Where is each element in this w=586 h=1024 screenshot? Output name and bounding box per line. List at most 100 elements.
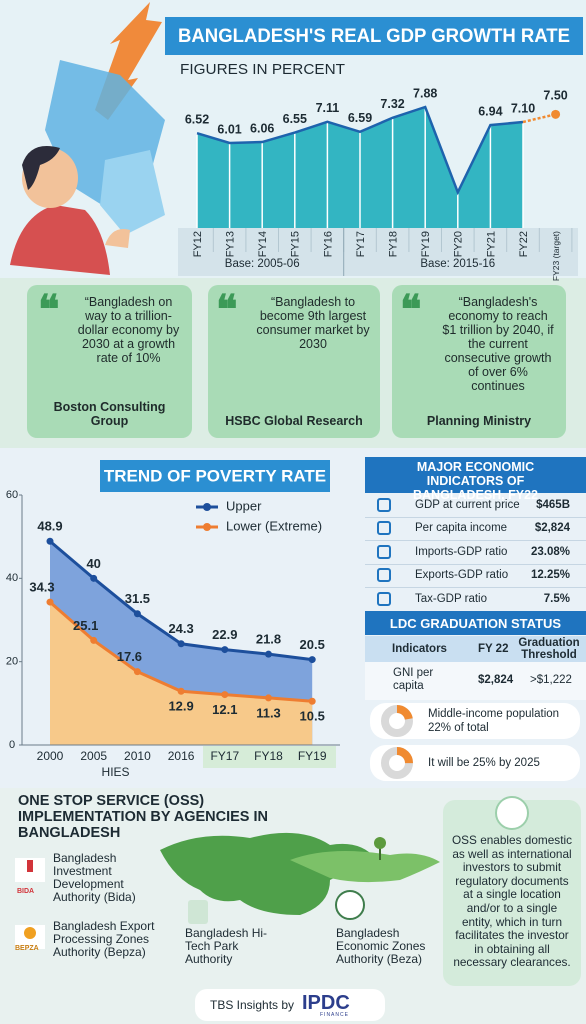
value-label: 24.3 xyxy=(168,621,193,636)
value-label: 22.9 xyxy=(212,627,237,642)
x-tick-label: FY20 xyxy=(453,231,465,257)
value-label: 6.01 xyxy=(217,122,241,136)
y-tick-label: 60 xyxy=(6,489,18,501)
agency-name: Bangladesh Export Processing Zones Autho… xyxy=(53,919,155,959)
logo-shape xyxy=(27,860,33,872)
point xyxy=(46,537,54,545)
quote-card: “Bangladesh to become 9th largest consum… xyxy=(208,285,380,438)
ldc-cell: >$1,222 xyxy=(530,674,572,686)
person-body xyxy=(10,205,110,275)
x-tick-label: FY21 xyxy=(485,231,497,257)
x-tick-label: FY12 xyxy=(192,231,204,257)
beza-icon xyxy=(335,890,365,920)
value-label: 11.3 xyxy=(256,705,281,720)
indicator-label: Per capita income xyxy=(415,522,508,535)
x-tick-label: FY15 xyxy=(290,231,302,257)
footer-brand-sub: FINANCE xyxy=(320,1012,349,1018)
footer-text: TBS Insights by xyxy=(210,998,295,1012)
point xyxy=(308,656,316,664)
x-tick-label: 2010 xyxy=(124,749,151,763)
title-banner xyxy=(165,17,583,55)
x-tick-label: FY23 (target) xyxy=(551,231,561,281)
donut-segment xyxy=(381,747,413,779)
indicator-value: 7.5% xyxy=(543,592,570,605)
chart-title: TREND OF POVERTY RATE xyxy=(104,466,326,485)
map-shape xyxy=(290,851,440,883)
quote-icon: ❝ xyxy=(216,288,238,332)
point xyxy=(221,691,229,699)
value-label: 12.9 xyxy=(168,699,193,714)
ldc-cell: GNI per capita xyxy=(393,667,434,692)
description-box xyxy=(443,800,581,986)
value-label: 34.3 xyxy=(29,580,54,595)
value-label: 17.6 xyxy=(117,649,142,664)
oss-description: OSS enables domestic as well as internat… xyxy=(452,833,572,970)
base-label: Base: 2015-16 xyxy=(420,258,495,270)
value-label: 25.1 xyxy=(73,618,98,633)
agency-name: Bangladesh Investment Development Author… xyxy=(53,851,136,904)
indicator-icon xyxy=(377,591,391,606)
quote-card: “Bangladesh's economy to reach $1 trilli… xyxy=(392,285,566,438)
x-tick-label: FY18 xyxy=(388,231,400,257)
point xyxy=(90,574,98,582)
ldc-row xyxy=(365,662,586,700)
description-icon xyxy=(495,796,529,830)
quote-source: Boston Consulting Group xyxy=(53,400,166,428)
value-label: 20.5 xyxy=(300,637,325,652)
line xyxy=(196,105,524,196)
indicators-title: MAJOR ECONOMIC INDICATORS OF BANGLADESH,… xyxy=(365,457,586,502)
point xyxy=(133,610,141,618)
value-label: 7.10 xyxy=(511,101,535,115)
quote-source: HSBC Global Research xyxy=(225,414,363,428)
paper-shape xyxy=(100,150,165,235)
indicator-value: $465B xyxy=(536,499,570,511)
point xyxy=(265,694,272,702)
palm-tree xyxy=(374,837,386,849)
title-banner xyxy=(100,460,330,492)
indicator-row: Imports-GDP ratio 23.08% xyxy=(365,541,586,565)
footer-box xyxy=(195,989,385,1021)
value-label: 7.50 xyxy=(543,89,567,103)
point xyxy=(90,636,98,644)
legend-swatch xyxy=(203,523,211,531)
indicator-icon xyxy=(377,498,391,512)
x-tick-label: FY16 xyxy=(322,231,334,257)
x-tick-label: 2005 xyxy=(80,749,107,763)
indicator-label: Tax-GDP ratio xyxy=(415,592,488,605)
indicator-label: GDP at current price xyxy=(415,499,520,511)
indicator-value: 23.08% xyxy=(530,545,570,558)
value-label: 6.52 xyxy=(185,112,209,126)
x-tick-label: FY19 xyxy=(298,749,327,763)
quote-icon: ❝ xyxy=(38,288,60,332)
illustration xyxy=(10,2,165,275)
x-tick-label: FY18 xyxy=(254,749,283,763)
point xyxy=(221,646,229,654)
indicator-value: $2,824 xyxy=(534,522,570,535)
legend-swatch xyxy=(203,503,211,511)
point xyxy=(308,697,316,705)
stat-text: It will be 25% by 2025 xyxy=(428,757,540,769)
x-tick-label: FY17 xyxy=(355,231,367,257)
agency-name: Bangladesh Hi-Tech Park Authority xyxy=(185,926,268,966)
target-segment xyxy=(522,113,556,124)
x-tick-label: FY14 xyxy=(257,231,269,257)
indicator-icon xyxy=(377,544,391,559)
value-label: 6.94 xyxy=(478,104,502,118)
quote-text: “Bangladesh to become 9th largest consum… xyxy=(256,295,370,351)
indicator-row: GDP at current price $465B xyxy=(365,494,586,518)
y-tick-label: 40 xyxy=(6,572,18,584)
value-label: 6.55 xyxy=(283,112,307,126)
point xyxy=(177,687,185,695)
value-label: 31.5 xyxy=(125,591,150,606)
quote-icon: ❝ xyxy=(400,288,422,332)
x-group-label: HIES xyxy=(102,765,130,779)
indicator-row: Tax-GDP ratio 7.5% xyxy=(365,588,586,612)
value-label: 12.1 xyxy=(212,702,237,717)
agency-logo: BIDA xyxy=(17,888,35,895)
chart-title: BANGLADESH'S REAL GDP GROWTH RATE xyxy=(178,26,570,47)
value-label: 10.5 xyxy=(300,709,325,724)
ldc-header: Indicators xyxy=(392,643,447,655)
area xyxy=(50,602,313,745)
target-point xyxy=(551,109,561,119)
indicator-icon xyxy=(377,521,391,536)
